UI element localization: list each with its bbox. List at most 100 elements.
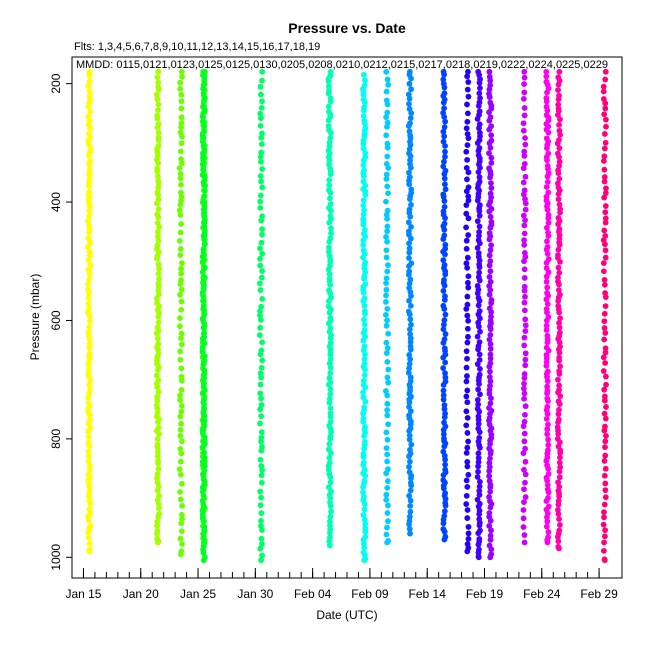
data-point <box>258 217 265 224</box>
data-point <box>406 240 412 247</box>
data-point <box>325 90 332 97</box>
data-point <box>383 211 390 218</box>
data-point <box>360 92 367 98</box>
data-point <box>407 302 414 309</box>
data-point <box>259 98 265 105</box>
data-point <box>556 175 563 182</box>
data-point <box>522 494 529 500</box>
data-point <box>407 213 414 220</box>
x-tick-label: Jan 25 <box>180 587 216 601</box>
data-point <box>441 124 448 131</box>
data-point <box>406 280 413 287</box>
data-point <box>153 91 160 98</box>
data-point <box>257 110 264 117</box>
data-point <box>408 321 414 328</box>
data-point <box>327 436 334 442</box>
data-point <box>476 408 483 415</box>
data-point <box>199 161 206 168</box>
data-point <box>155 137 162 144</box>
data-point <box>383 68 390 75</box>
data-point <box>522 135 528 141</box>
data-point <box>327 335 334 341</box>
data-point <box>257 83 264 90</box>
data-point <box>441 175 448 182</box>
data-point <box>522 411 528 418</box>
data-point <box>464 387 471 394</box>
data-point <box>178 420 184 427</box>
x-tick-label: Feb 09 <box>351 587 389 601</box>
data-point <box>362 77 368 84</box>
data-point <box>545 421 551 428</box>
data-point <box>361 321 368 328</box>
data-point <box>486 126 493 133</box>
data-point <box>441 198 448 205</box>
data-point <box>442 359 449 366</box>
data-point <box>177 212 184 218</box>
data-point <box>384 478 391 485</box>
data-point <box>602 139 609 146</box>
data-point <box>177 551 184 558</box>
data-point <box>200 399 207 406</box>
data-point <box>601 410 608 417</box>
data-point <box>407 421 414 428</box>
data-point <box>155 460 161 467</box>
data-point <box>360 512 367 518</box>
data-point <box>360 145 367 152</box>
data-point <box>200 487 207 494</box>
data-point <box>155 465 162 472</box>
data-point <box>602 241 608 248</box>
data-point <box>441 114 448 120</box>
data-point <box>408 201 414 208</box>
data-point <box>200 277 207 284</box>
data-point <box>201 219 207 226</box>
data-point <box>199 269 206 276</box>
data-point <box>325 78 332 85</box>
data-point <box>85 360 92 367</box>
data-point <box>361 173 367 179</box>
data-point <box>440 387 447 394</box>
x-tick-label: Feb 29 <box>580 587 618 601</box>
data-point <box>463 348 470 355</box>
mmdd-annotation: MMDD: 0115,0121,0123,0125,0125,0130,0205… <box>76 59 608 71</box>
data-point <box>520 385 527 392</box>
data-point <box>600 368 607 374</box>
data-point <box>201 150 208 156</box>
data-point <box>522 173 529 180</box>
data-point <box>325 320 332 327</box>
data-point <box>487 247 494 254</box>
data-point <box>442 153 448 160</box>
data-point <box>405 219 412 226</box>
data-point <box>383 429 390 436</box>
data-point <box>360 453 367 460</box>
data-point <box>474 218 481 225</box>
data-point <box>441 84 448 91</box>
data-point <box>408 475 414 482</box>
data-point <box>475 416 482 423</box>
data-point <box>543 457 550 464</box>
data-point <box>464 279 471 286</box>
data-point <box>520 191 527 198</box>
data-point <box>463 501 470 507</box>
data-point <box>201 518 207 525</box>
data-point <box>154 228 161 235</box>
data-point <box>154 384 161 390</box>
data-point <box>177 148 184 155</box>
data-point <box>486 336 493 343</box>
data-point <box>464 142 471 149</box>
y-tick-label: 800 <box>49 429 63 449</box>
data-point <box>488 185 495 191</box>
data-point <box>487 174 493 181</box>
data-point <box>201 236 207 243</box>
data-point <box>360 242 367 249</box>
data-point <box>86 345 93 351</box>
data-point <box>555 221 562 228</box>
data-point <box>258 303 265 310</box>
data-point <box>545 166 551 172</box>
data-point <box>601 393 608 400</box>
data-point <box>440 354 447 361</box>
data-point <box>440 365 447 371</box>
data-point <box>476 323 482 330</box>
data-point <box>602 76 609 83</box>
data-point <box>179 160 185 167</box>
data-point <box>486 273 493 280</box>
